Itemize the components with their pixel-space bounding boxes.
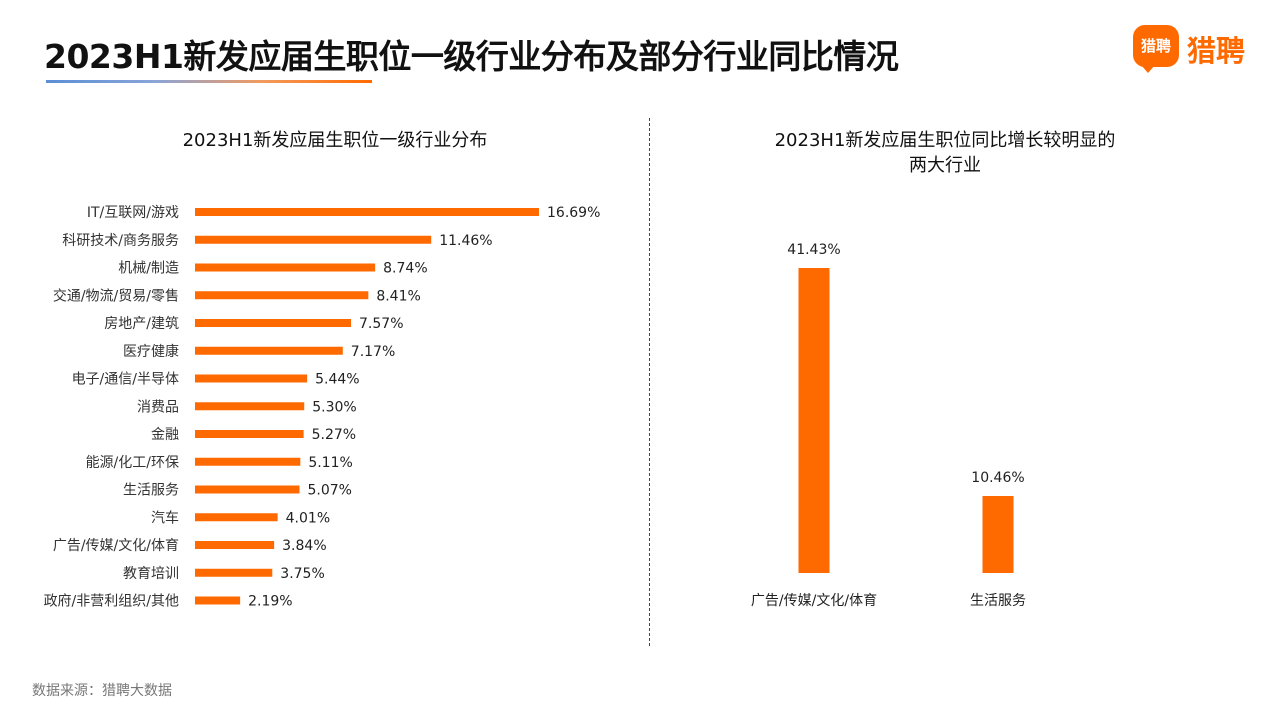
bar: [195, 541, 275, 549]
brand-logo: 猎聘 猎聘: [1133, 22, 1257, 73]
category-label: 广告/传媒/文化/体育: [751, 593, 877, 609]
bar: [195, 485, 300, 494]
category-label: 政府/非营利组织/其他: [44, 594, 179, 610]
bar: [195, 568, 273, 577]
data-source-note: 数据来源：猎聘大数据: [32, 683, 172, 699]
category-label: 医疗健康: [123, 343, 179, 360]
data-label: 8.41%: [376, 288, 420, 304]
data-label: 5.30%: [312, 399, 356, 415]
bar: [195, 374, 308, 383]
category-label: 教育培训: [123, 566, 179, 582]
data-label: 5.11%: [308, 455, 352, 471]
logo-wordmark: 猎聘: [1187, 34, 1246, 68]
bar: [195, 319, 352, 327]
title-underline: [46, 80, 372, 83]
yoy-growth-chart: 41.43% 广告/传媒/文化/体育 10.46% 生活服务: [751, 242, 1026, 609]
category-label: 汽车: [151, 509, 179, 526]
data-label: 11.46%: [439, 233, 492, 249]
bar: [195, 596, 241, 605]
bar: [195, 430, 304, 438]
data-label: 7.57%: [359, 316, 403, 332]
data-label: 10.46%: [971, 470, 1024, 486]
data-label: 3.75%: [280, 566, 324, 582]
bar: [195, 402, 305, 411]
category-label: 生活服务: [970, 593, 1026, 609]
category-label: 科研技术/商务服务: [62, 233, 179, 249]
data-label: 5.27%: [312, 427, 356, 443]
bar: [798, 268, 830, 573]
data-label: 41.43%: [787, 242, 840, 258]
right-chart-title-line1: 2023H1新发应届生职位同比增长较明显的: [774, 130, 1116, 151]
right-chart-title-line2: 两大行业: [909, 155, 981, 176]
logo-icon-label: 猎聘: [1140, 37, 1171, 55]
bar: [195, 513, 278, 522]
data-label: 7.17%: [351, 344, 395, 360]
bar: [195, 263, 376, 272]
data-label: 16.69%: [547, 205, 600, 221]
category-label: 消费品: [137, 399, 179, 415]
bar: [195, 346, 343, 355]
industry-distribution-chart: IT/互联网/游戏 16.69% 科研技术/商务服务 11.46% 机械/制造 8.74%…: [44, 205, 601, 610]
category-label: 广告/传媒/文化/体育: [53, 538, 179, 554]
data-label: 4.01%: [286, 510, 330, 526]
category-label: 能源/化工/环保: [86, 455, 179, 471]
chart-divider: [649, 118, 650, 646]
right-chart-title: 2023H1新发应届生职位同比增长较明显的 两大行业: [690, 128, 1200, 178]
category-label: 房地产/建筑: [104, 316, 179, 332]
data-label: 3.84%: [282, 538, 326, 554]
page-title: 2023H1新发应届生职位一级行业分布及部分行业同比情况: [44, 37, 899, 76]
bar: [195, 457, 301, 466]
data-label: 2.19%: [248, 594, 292, 610]
category-label: IT/互联网/游戏: [87, 205, 179, 221]
bar: [195, 208, 539, 216]
speech-bubble-icon: 猎聘: [1133, 25, 1179, 73]
data-label: 5.07%: [307, 483, 351, 499]
data-label: 5.44%: [315, 372, 359, 388]
category-label: 机械/制造: [118, 261, 179, 277]
category-label: 金融: [151, 427, 179, 443]
category-label: 交通/物流/贸易/零售: [53, 287, 179, 304]
bar: [195, 291, 369, 300]
bar: [982, 495, 1014, 573]
data-label: 8.74%: [383, 261, 427, 277]
bar: [195, 235, 432, 244]
left-chart-title: 2023H1新发应届生职位一级行业分布: [182, 130, 488, 151]
category-label: 电子/通信/半导体: [72, 372, 179, 388]
category-label: 生活服务: [123, 483, 179, 499]
